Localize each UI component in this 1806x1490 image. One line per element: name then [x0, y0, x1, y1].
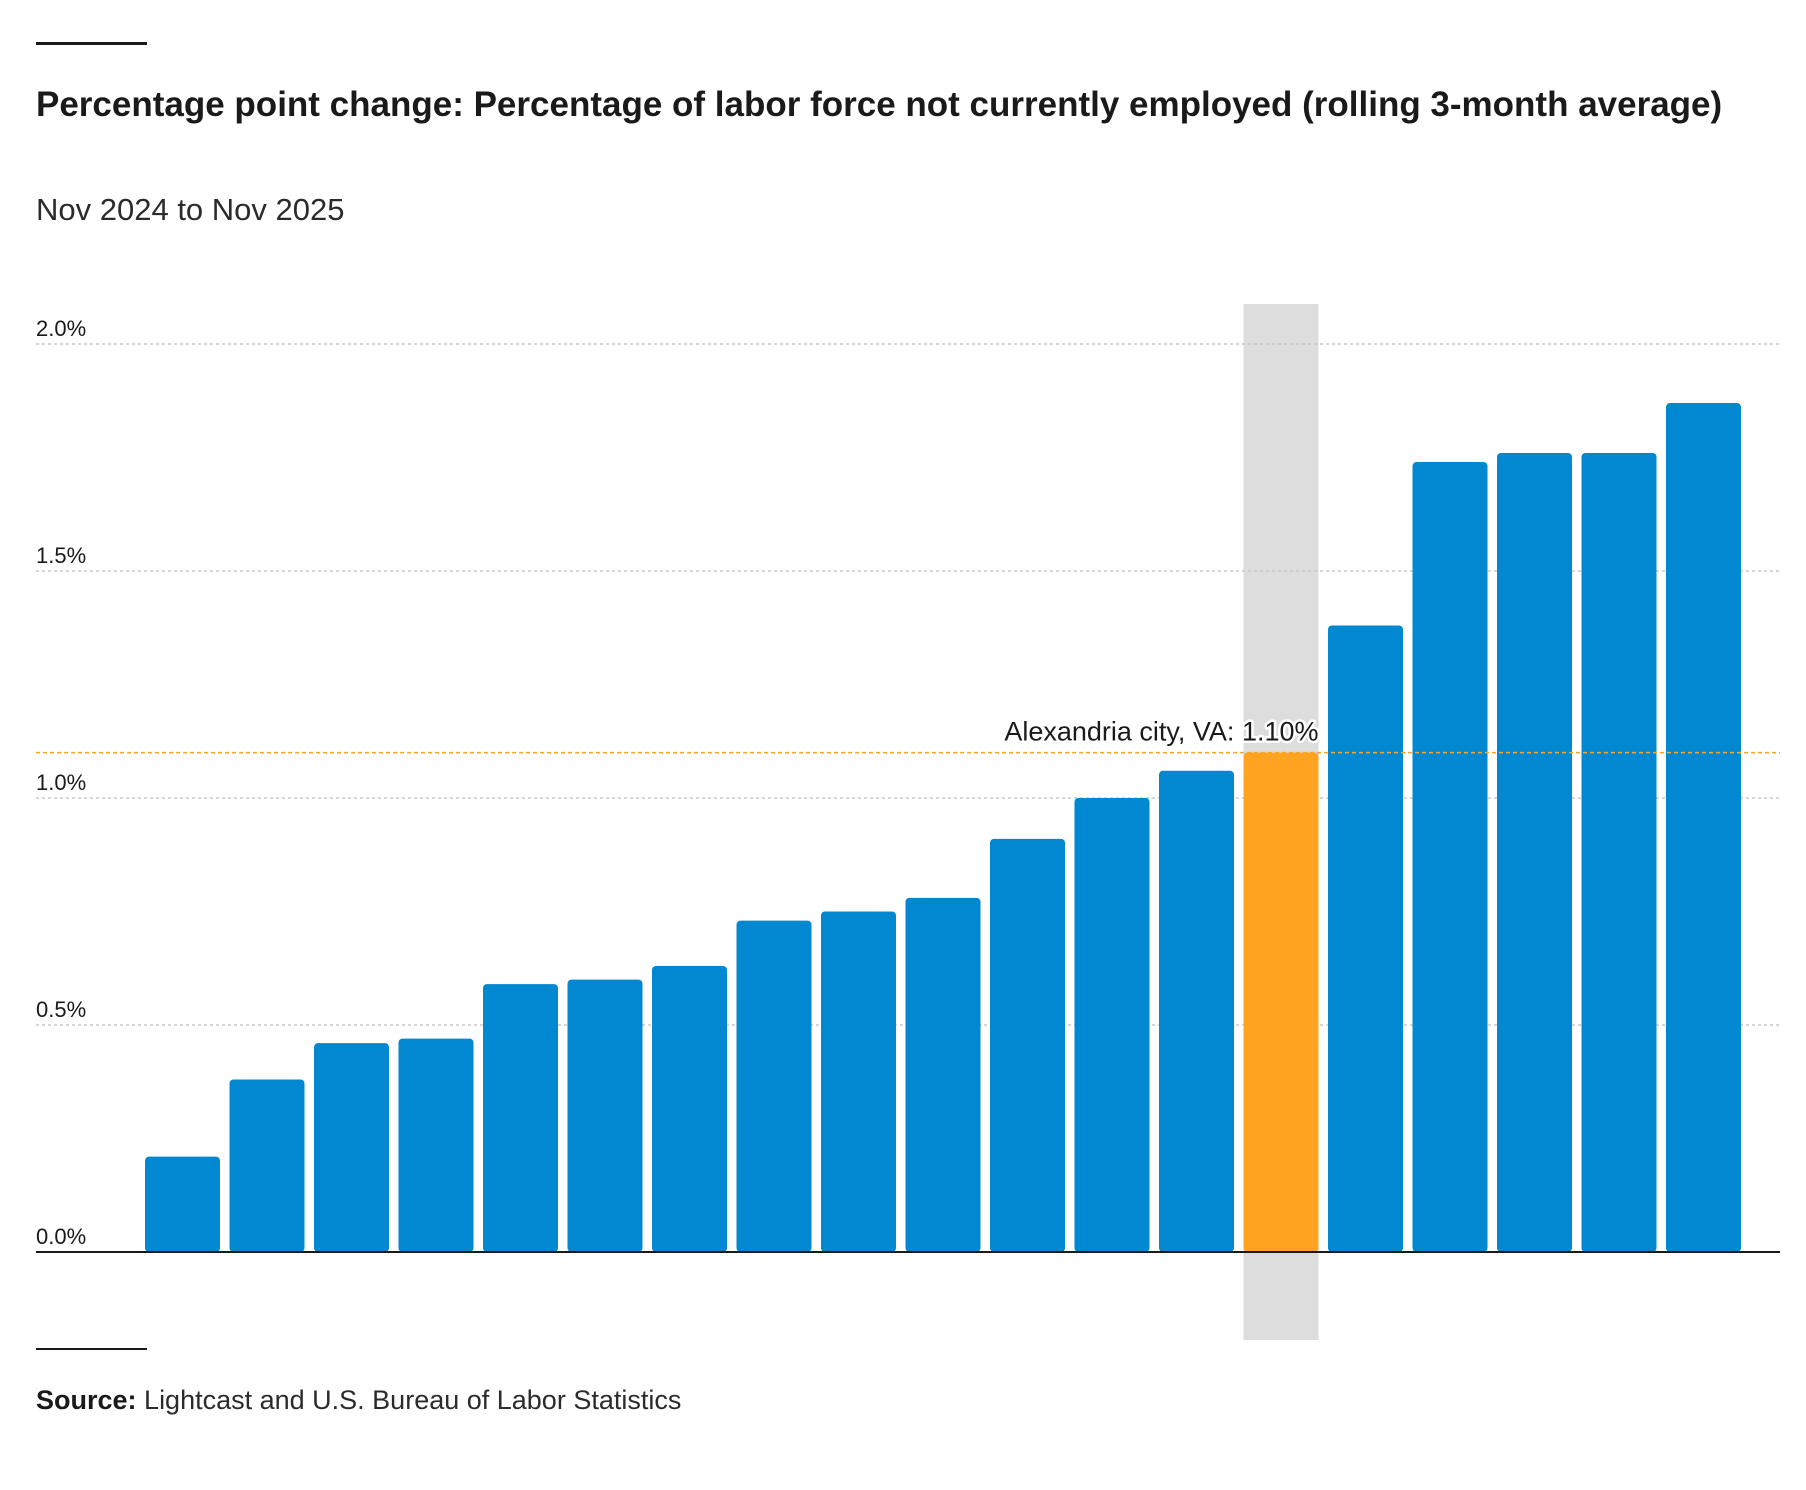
y-tick-label: 2.0% — [36, 316, 86, 341]
y-tick-label: 1.5% — [36, 543, 86, 568]
bar — [314, 1043, 389, 1252]
bar — [1666, 403, 1741, 1252]
chart-subtitle: Nov 2024 to Nov 2025 — [36, 192, 345, 227]
bar — [1074, 798, 1150, 1252]
bar — [990, 838, 1065, 1252]
y-tick-label: 0.5% — [36, 997, 86, 1022]
source-note: Source: Lightcast and U.S. Bureau of Lab… — [36, 1382, 681, 1418]
bar — [398, 1038, 474, 1252]
header-rule — [36, 42, 147, 45]
source-label: Source: — [36, 1385, 137, 1415]
bar — [1581, 452, 1657, 1252]
chart-title: Percentage point change: Percentage of l… — [36, 85, 1723, 124]
bar — [736, 920, 812, 1252]
bar — [1159, 770, 1234, 1252]
footer-rule — [36, 1348, 147, 1350]
bar — [1497, 452, 1572, 1252]
highlight-annotation: Alexandria city, VA: 1.10% — [1004, 717, 1318, 747]
bar — [145, 1156, 220, 1252]
bar — [652, 965, 727, 1252]
bar — [229, 1079, 305, 1252]
bar — [1328, 625, 1403, 1252]
y-tick-label: 1.0% — [36, 770, 86, 795]
bar — [1412, 462, 1488, 1252]
highlight-bar — [1243, 752, 1319, 1252]
bar-chart: 0.0% 0.5% 1.0% 1.5% 2.0% Alexandria city, VA:… — [36, 304, 1780, 1340]
bar — [821, 911, 896, 1252]
y-tick-label: 0.0% — [36, 1224, 86, 1249]
bar — [567, 979, 643, 1252]
bar — [905, 897, 981, 1252]
source-text: Lightcast and U.S. Bureau of Labor Stati… — [144, 1385, 682, 1415]
bar — [483, 984, 558, 1252]
